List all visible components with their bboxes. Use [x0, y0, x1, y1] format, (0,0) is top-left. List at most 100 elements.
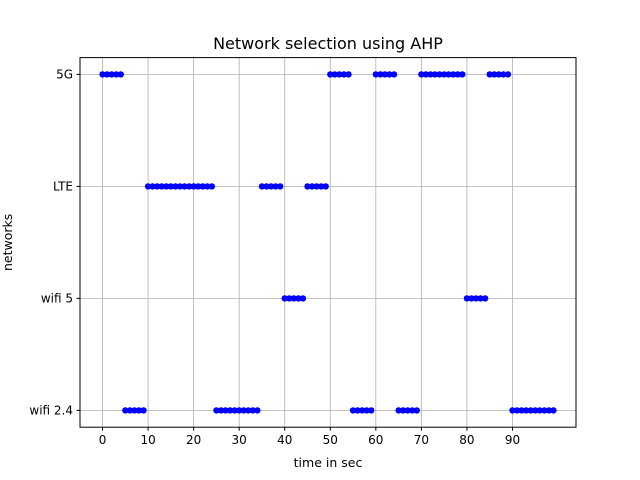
- data-point: [113, 71, 120, 78]
- data-point: [263, 183, 270, 190]
- data-point: [108, 71, 115, 78]
- data-point: [340, 71, 348, 78]
- data-point: [176, 183, 184, 190]
- data-point: [208, 183, 216, 190]
- data-point: [395, 407, 402, 414]
- data-point: [158, 183, 165, 190]
- data-point: [126, 407, 134, 414]
- data-point: [399, 407, 407, 414]
- x-tick-label: 20: [186, 433, 201, 447]
- x-tick-label: 90: [505, 433, 520, 447]
- x-tick-label: 40: [277, 433, 292, 447]
- data-point: [522, 407, 530, 414]
- data-point: [140, 407, 147, 414]
- data-point: [194, 183, 202, 190]
- x-axis-ticks: 0 10 20 30 40 50 60 70 80 90: [99, 427, 520, 447]
- data-point: [436, 71, 443, 78]
- data-point: [381, 71, 389, 78]
- y-tick-label: wifi 2.4: [29, 404, 73, 418]
- data-point: [509, 407, 516, 414]
- data-point: [468, 295, 475, 302]
- data-point: [217, 407, 225, 414]
- data-point: [527, 407, 534, 414]
- data-point: [368, 407, 375, 414]
- data-point: [372, 71, 380, 78]
- data-point: [377, 71, 384, 78]
- data-point: [308, 183, 316, 190]
- data-point: [331, 71, 339, 78]
- data-point: [463, 295, 471, 302]
- data-point: [491, 71, 498, 78]
- data-point: [532, 407, 539, 414]
- data-point: [99, 71, 106, 78]
- data-point: [358, 407, 366, 414]
- data-point: [222, 407, 229, 414]
- data-point: [404, 407, 411, 414]
- data-point: [149, 183, 156, 190]
- chart-title: Network selection using AHP: [213, 34, 443, 53]
- data-point: [249, 407, 257, 414]
- data-point: [550, 407, 557, 414]
- data-point: [322, 183, 329, 190]
- data-point: [500, 71, 507, 78]
- data-point: [295, 295, 302, 302]
- data-point: [354, 407, 361, 414]
- data-point: [240, 407, 247, 414]
- data-point: [431, 71, 439, 78]
- data-point: [495, 71, 502, 78]
- data-points: [99, 71, 557, 414]
- data-point: [117, 71, 124, 78]
- data-point: [327, 71, 334, 78]
- x-tick-label: 80: [459, 433, 474, 447]
- data-point: [185, 183, 193, 190]
- x-tick-label: 50: [323, 433, 338, 447]
- data-point: [472, 295, 480, 302]
- data-point: [336, 71, 343, 78]
- data-point: [258, 183, 266, 190]
- data-point: [235, 407, 243, 414]
- axes-frame: [79, 57, 577, 428]
- data-point: [504, 71, 512, 78]
- data-point: [122, 407, 129, 414]
- data-point: [181, 183, 188, 190]
- data-point: [513, 407, 521, 414]
- data-point: [163, 183, 170, 190]
- data-point: [349, 407, 357, 414]
- x-tick-label: 70: [414, 433, 429, 447]
- data-point: [172, 183, 179, 190]
- data-point: [445, 71, 452, 78]
- data-point: [290, 295, 298, 302]
- data-point: [154, 183, 161, 190]
- y-tick-label: wifi 5: [41, 292, 73, 306]
- data-point: [190, 183, 197, 190]
- data-point: [481, 295, 489, 302]
- y-axis-ticks: 5G LTE wifi 5 wifi 2.4: [29, 68, 80, 418]
- data-point: [422, 71, 430, 78]
- data-point: [313, 183, 320, 190]
- data-point: [345, 71, 352, 78]
- data-point: [486, 71, 493, 78]
- data-point: [409, 407, 416, 414]
- data-point: [536, 407, 543, 414]
- data-point: [459, 71, 466, 78]
- data-point: [267, 183, 275, 190]
- x-tick-label: 60: [368, 433, 383, 447]
- y-tick-label: LTE: [53, 180, 73, 194]
- data-point: [317, 183, 325, 190]
- data-point: [450, 71, 457, 78]
- x-tick-label: 10: [140, 433, 155, 447]
- data-point: [204, 183, 211, 190]
- x-tick-label: 0: [99, 433, 107, 447]
- x-tick-label: 30: [232, 433, 247, 447]
- data-point: [390, 71, 398, 78]
- data-point: [413, 407, 421, 414]
- data-point: [272, 183, 279, 190]
- data-point: [454, 71, 462, 78]
- data-point: [226, 407, 234, 414]
- y-tick-label: 5G: [56, 68, 73, 82]
- plot-area: [80, 57, 576, 428]
- data-point: [281, 295, 288, 302]
- data-point: [167, 183, 175, 190]
